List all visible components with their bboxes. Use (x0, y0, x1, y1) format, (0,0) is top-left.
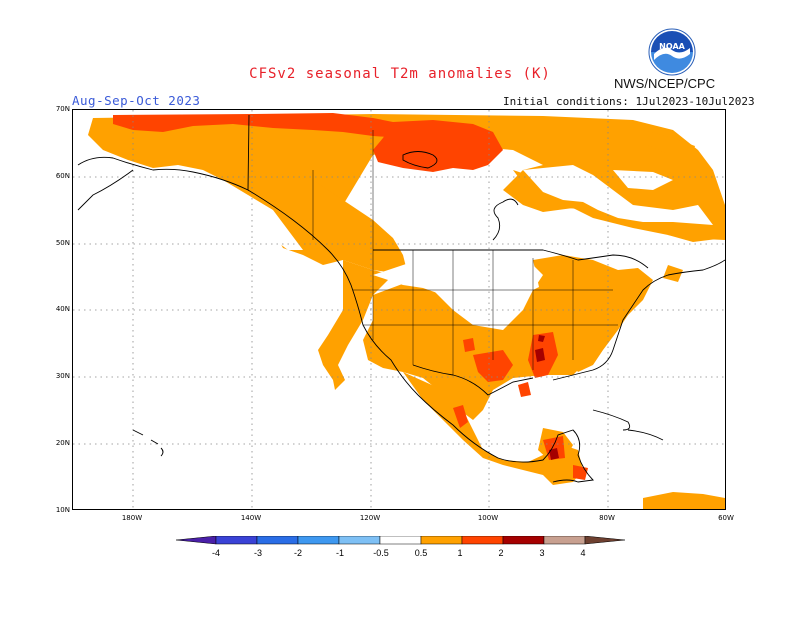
legend-label-4: 4 (580, 548, 586, 558)
colorbar-legend (176, 536, 626, 545)
legend-label-neg2: -2 (293, 548, 302, 558)
season-label: Aug-Sep-Oct 2023 (72, 93, 201, 108)
political-borders (312, 130, 618, 375)
legend-swatch (215, 536, 258, 545)
lat-label-50n: 50N (55, 239, 70, 247)
legend-label-05: 0.5 (414, 548, 428, 558)
legend-swatch (420, 536, 463, 545)
lat-label-20n: 20N (55, 439, 70, 447)
lon-label-100w: 100W (477, 514, 499, 522)
legend-swatch (461, 536, 504, 545)
legend-label-neg05: -0.5 (373, 548, 389, 558)
legend-swatch (338, 536, 381, 545)
legend-label-1: 1 (457, 548, 463, 558)
legend-swatch (256, 536, 299, 545)
legend-label-3: 3 (539, 548, 545, 558)
anomaly-region-2-3 (535, 335, 559, 460)
legend-arrow-high (584, 536, 626, 545)
lon-label-60w: 60W (718, 514, 734, 522)
lat-label-10n: 10N (55, 506, 70, 514)
lat-label-60n: 60N (55, 172, 70, 180)
map-panel (72, 109, 726, 510)
legend-label-neg3: -3 (253, 548, 262, 558)
lat-label-70n: 70N (55, 105, 70, 113)
legend-label-neg1: -1 (335, 548, 344, 558)
lon-label-120w: 120W (359, 514, 381, 522)
lat-label-30n: 30N (55, 372, 70, 380)
legend-label-neg4: -4 (211, 548, 220, 558)
legend-swatch (297, 536, 340, 545)
chart-title: CFSv2 seasonal T2m anomalies (K) (249, 66, 551, 82)
anomaly-map (73, 110, 725, 509)
legend-swatch (543, 536, 586, 545)
legend-arrow-low (176, 536, 217, 545)
neutral-areas (248, 165, 713, 320)
initial-conditions-label: Initial conditions: 1Jul2023-10Jul2023 (503, 95, 755, 108)
lon-label-140w: 140W (240, 514, 262, 522)
lon-label-80w: 80W (599, 514, 615, 522)
legend-swatch (502, 536, 545, 545)
lon-label-180w: 180W (121, 514, 143, 522)
anomaly-region-05-1 (88, 114, 725, 509)
coastlines (77, 114, 725, 483)
legend-label-2: 2 (498, 548, 504, 558)
noaa-logo-icon: NOAA (648, 28, 696, 76)
agency-label: NWS/NCEP/CPC (614, 76, 716, 91)
logo-text: NOAA (659, 42, 685, 51)
lat-lon-grid (73, 110, 725, 509)
lat-label-40n: 40N (55, 305, 70, 313)
legend-swatch (379, 536, 422, 545)
